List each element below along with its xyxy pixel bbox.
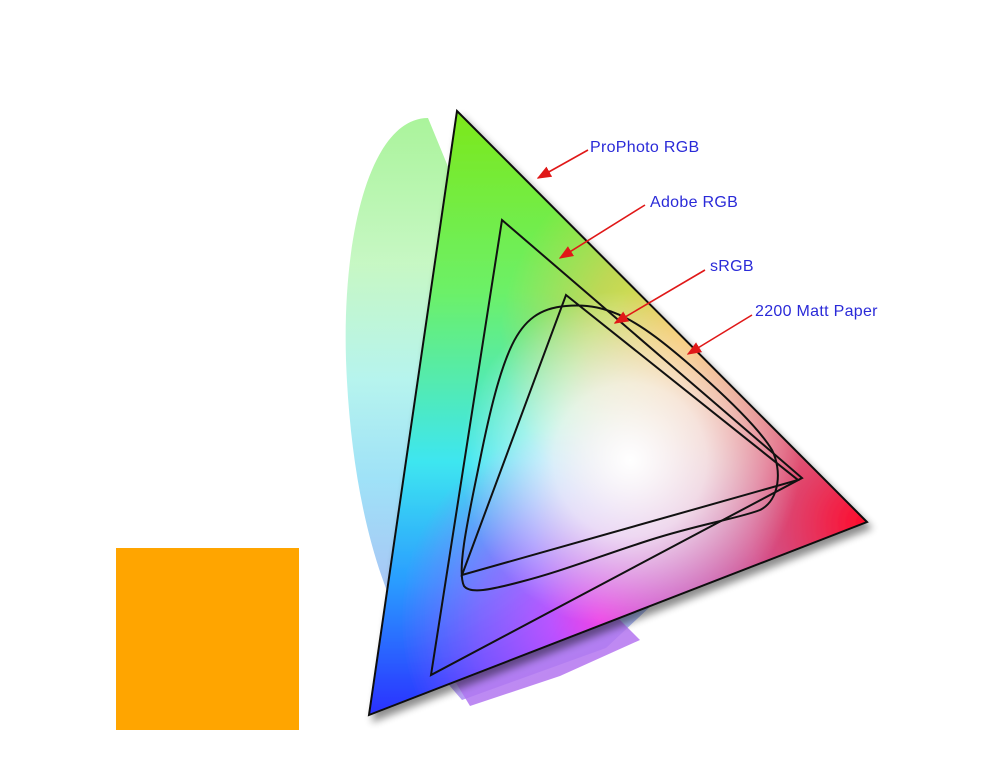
matt-paper-arrow: [686, 314, 753, 355]
srgb-arrow: [613, 269, 706, 324]
prophoto-gamut: [367, 108, 869, 717]
adobe-rgb-arrow: [558, 204, 646, 259]
adobe-rgb-gamut: [429, 218, 804, 677]
matt-paper-gamut: [460, 304, 779, 592]
orange-color-swatch: [116, 548, 299, 730]
srgb-gamut: [460, 293, 801, 577]
label-srgb: sRGB: [710, 258, 754, 275]
prophoto-arrow: [536, 149, 589, 179]
label-adobe-rgb: Adobe RGB: [650, 194, 738, 211]
label-matt-paper: 2200 Matt Paper: [755, 303, 878, 320]
label-prophoto: ProPhoto RGB: [590, 139, 699, 156]
